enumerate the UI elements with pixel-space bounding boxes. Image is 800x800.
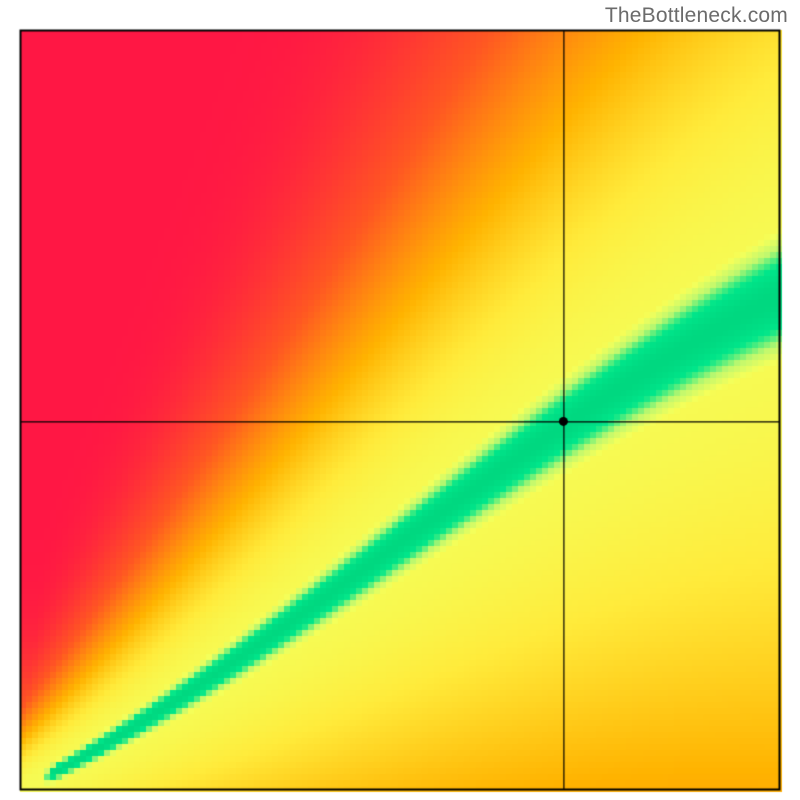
- watermark-text: TheBottleneck.com: [605, 4, 788, 28]
- bottleneck-heatmap: [0, 0, 800, 800]
